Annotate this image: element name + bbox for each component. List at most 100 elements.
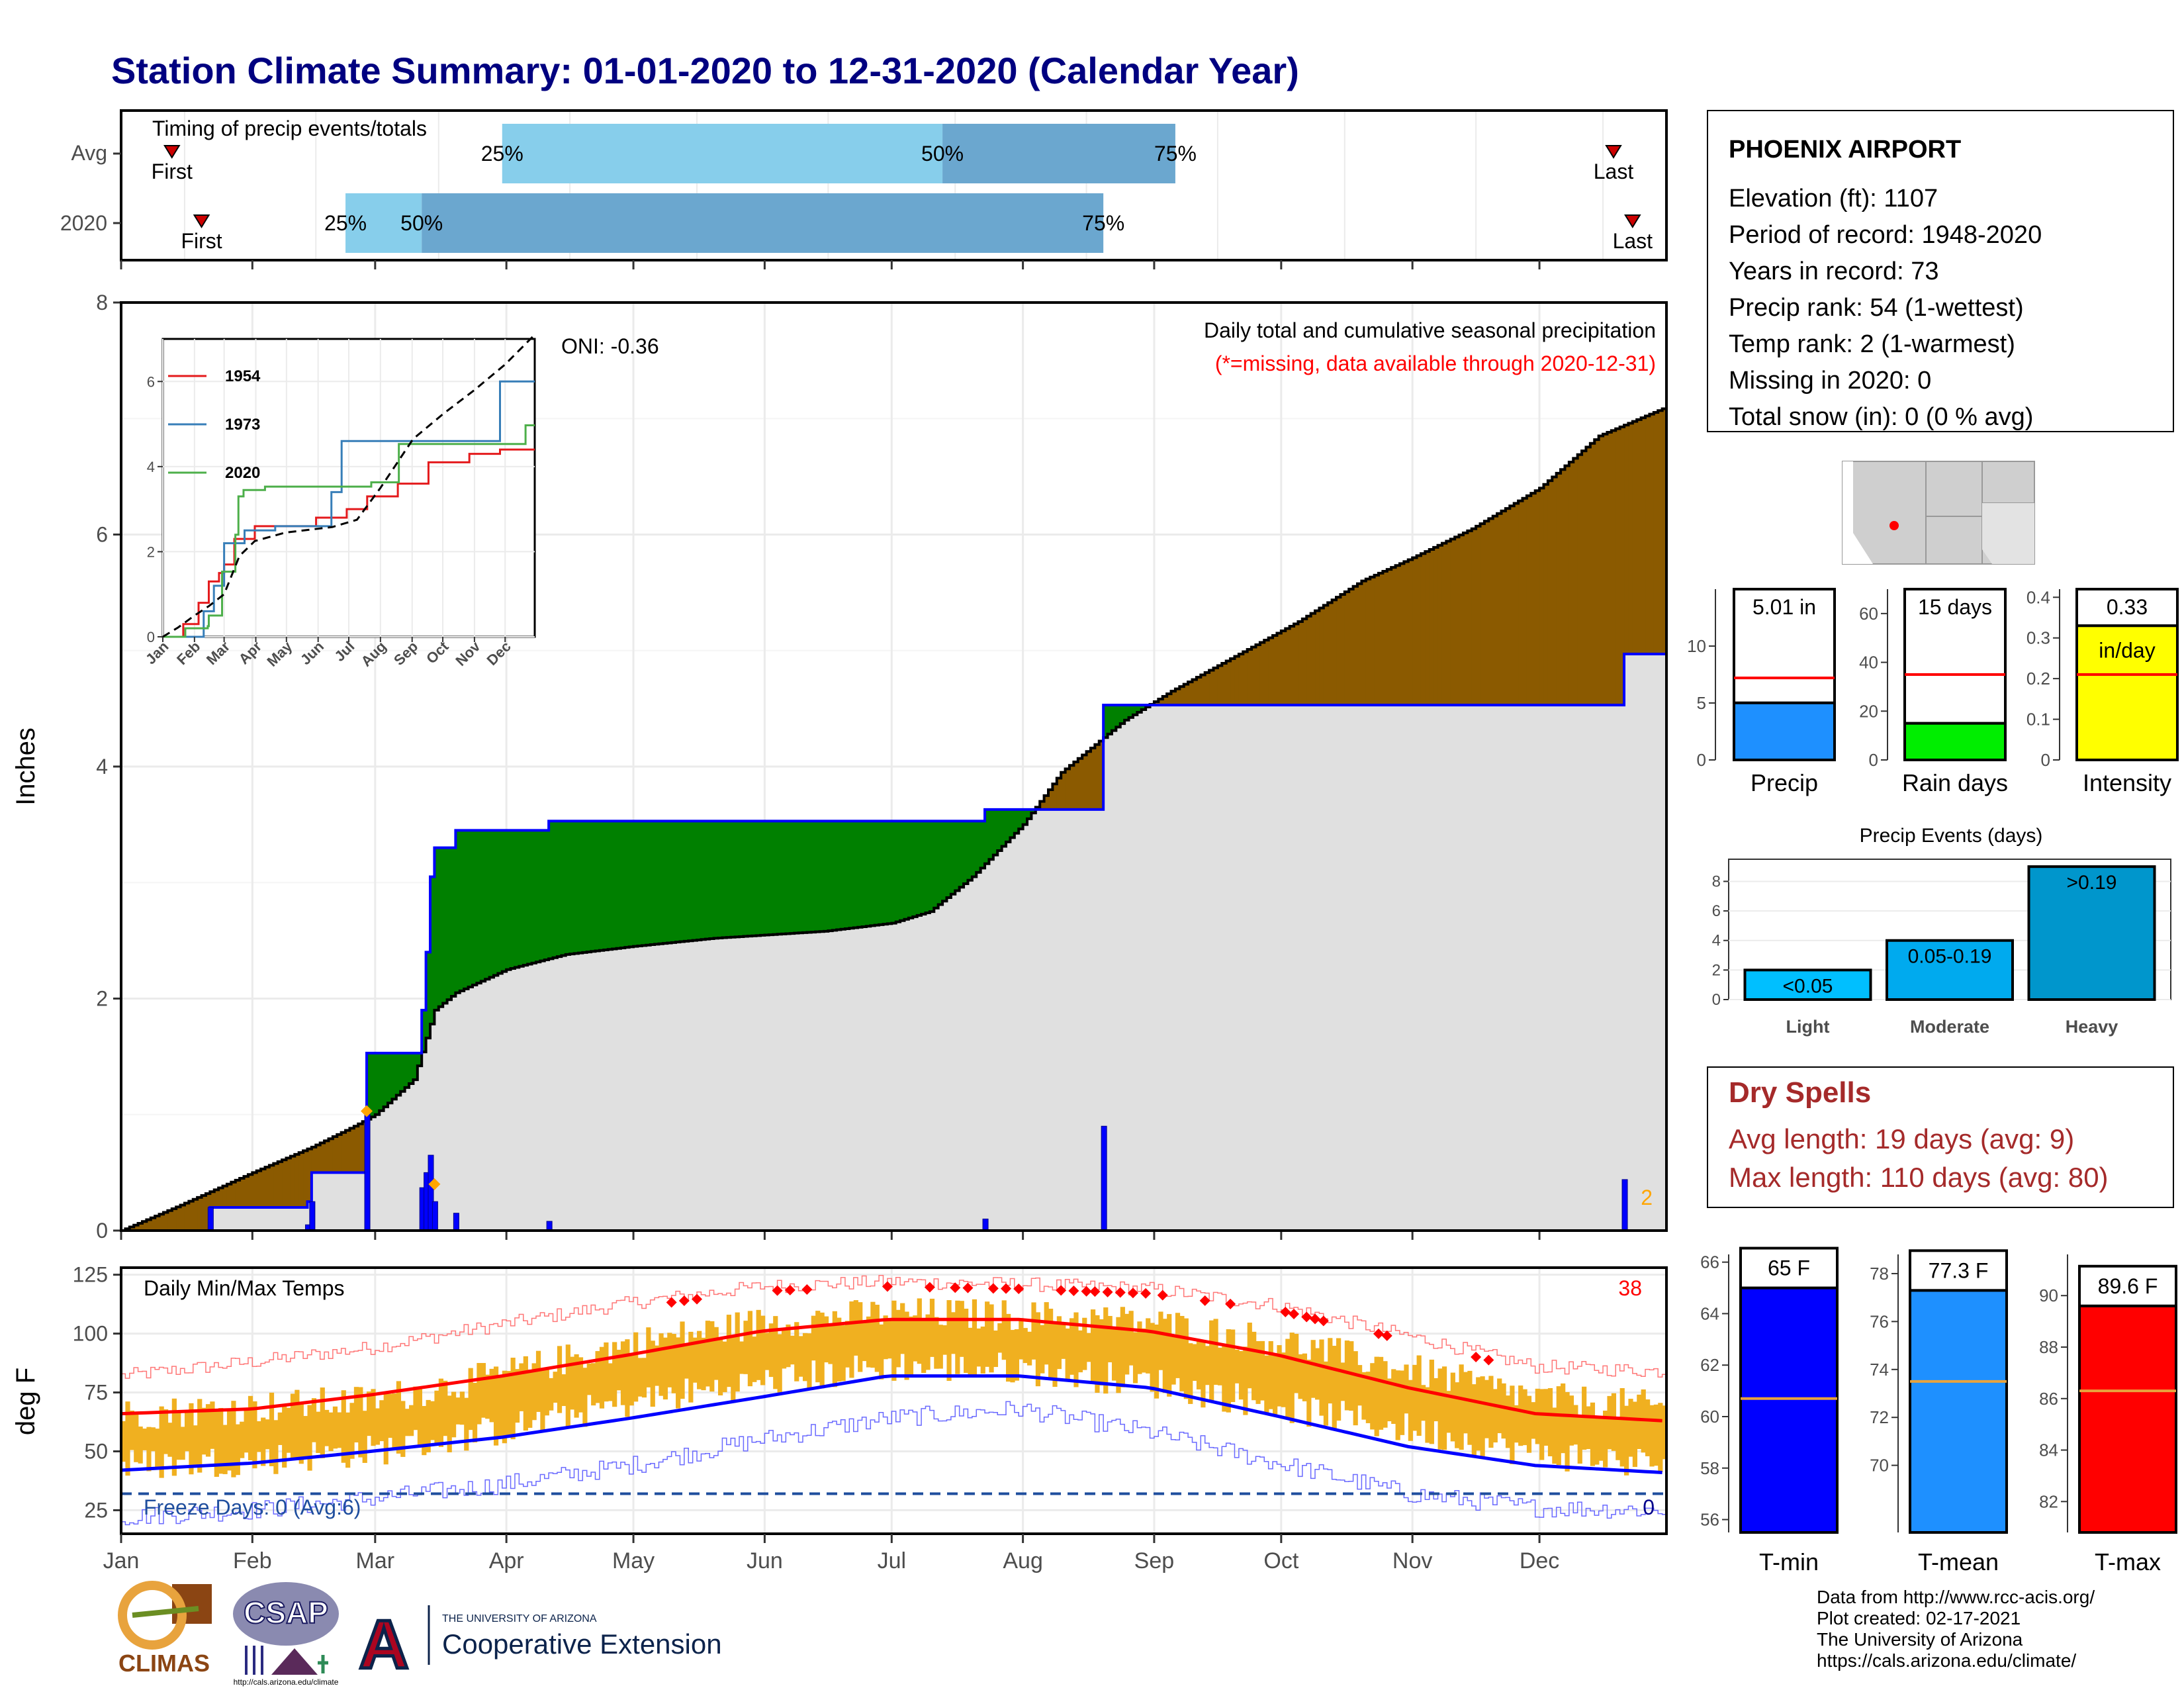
gauge-ytick-label: 0 [2041, 750, 2050, 770]
daily-temp-bar [409, 1405, 414, 1436]
inset-series-line [163, 424, 535, 638]
below-average-fill [1132, 705, 1138, 715]
average-base-fill [1052, 809, 1058, 1231]
daily-temp-bar [129, 1410, 134, 1450]
above-average-fill [1201, 675, 1206, 706]
below-average-fill [1111, 705, 1116, 731]
average-base-fill [1132, 714, 1138, 1231]
precip-ytick-label: 4 [96, 755, 108, 778]
tmean-gauge: 70 72 74 76 78 77.3 F T-mean [1870, 1249, 2008, 1575]
daily-temp-bar [193, 1425, 198, 1468]
daily-temp-bar [426, 1399, 431, 1453]
station-info-line: Total snow (in): 0 (0 % avg) [1729, 403, 2033, 431]
daily-temp-bar [549, 1378, 554, 1411]
daily-temp-bar [1353, 1351, 1358, 1426]
daily-temp-bar [976, 1328, 981, 1367]
average-base-fill [807, 932, 812, 1231]
daily-temp-bar [731, 1336, 736, 1403]
above-average-fill [1344, 591, 1349, 706]
gauge-ytick-label: 0.1 [2026, 710, 2050, 729]
below-average-fill [671, 821, 676, 943]
record-high-marker [1318, 1315, 1329, 1327]
record-high-marker [692, 1293, 703, 1305]
average-base-fill [968, 880, 973, 1231]
average-base-fill [1615, 705, 1621, 1231]
average-base-fill [1404, 705, 1409, 1231]
daily-temp-bar [1188, 1343, 1193, 1404]
average-base-fill [1518, 705, 1524, 1231]
daily-temp-bar [1425, 1387, 1430, 1443]
daily-temp-bar [171, 1398, 177, 1476]
daily-temp-bar [1662, 1405, 1667, 1460]
ua-logo: A THE UNIVERSITY OF ARIZONA Cooperative … [357, 1605, 722, 1685]
below-average-fill [680, 821, 685, 942]
average-base-fill [527, 964, 533, 1231]
missing-data-marker [361, 1105, 373, 1117]
daily-temp-bar [138, 1427, 143, 1464]
daily-temp-bar [874, 1305, 880, 1372]
average-base-fill [218, 1207, 224, 1231]
average-base-fill [1315, 705, 1320, 1231]
below-average-fill [510, 830, 516, 969]
average-base-fill [768, 935, 774, 1231]
average-base-fill [1484, 705, 1489, 1231]
above-average-fill [1319, 608, 1324, 706]
average-base-fill [1107, 733, 1113, 1231]
gauge-category-label: Precip [1751, 769, 1818, 796]
average-base-fill [620, 947, 625, 1231]
average-base-fill [1230, 705, 1236, 1231]
events-category-label: Moderate [1910, 1017, 1989, 1037]
above-average-fill [1480, 524, 1485, 706]
events-category-label: Heavy [2066, 1017, 2118, 1037]
daily-temp-bar [997, 1323, 1003, 1353]
precip-gauge: 0 5 10 5.01 in Precip [1687, 588, 1836, 796]
daily-temp-bar [595, 1351, 600, 1403]
daily-temp-bar [1598, 1416, 1604, 1461]
average-base-fill [794, 933, 799, 1231]
above-average-fill [269, 1165, 274, 1207]
average-base-fill [1539, 705, 1545, 1231]
above-average-fill [1238, 654, 1244, 706]
daily-temp-bar [1052, 1323, 1058, 1387]
daily-temp-bar [1031, 1302, 1036, 1360]
daily-temp-bar [1023, 1328, 1028, 1364]
average-base-fill [1429, 705, 1434, 1231]
inset-legend-label: 1954 [225, 367, 261, 385]
record-high-marker [1471, 1351, 1482, 1362]
above-average-fill [1315, 610, 1320, 706]
below-average-fill [752, 821, 757, 936]
average-base-fill [1645, 654, 1651, 1231]
normal-max-line [120, 1317, 1662, 1423]
below-average-fill [976, 821, 981, 872]
average-base-fill [320, 1172, 325, 1231]
record-high-marker [1301, 1311, 1312, 1323]
daily-temp-bar [1273, 1353, 1278, 1415]
average-base-fill [1514, 705, 1519, 1231]
above-average-fill [1450, 539, 1455, 706]
record-high-marker [1068, 1286, 1079, 1297]
below-average-fill [798, 821, 803, 933]
gauge-ytick-label: 0 [1869, 750, 1878, 770]
above-average-fill [1641, 418, 1646, 655]
daily-temp-bar [1175, 1313, 1181, 1378]
below-average-fill [531, 830, 537, 963]
below-average-fill [371, 1053, 376, 1117]
daily-precip-bar [453, 1213, 459, 1231]
daily-temp-bar [451, 1391, 457, 1438]
average-base-fill [1001, 846, 1007, 1231]
daily-temp-bar [1086, 1333, 1091, 1362]
average-base-fill [726, 937, 731, 1231]
gauge-value-label: 5.01 in [1752, 595, 1816, 619]
daily-temp-bar [1255, 1341, 1261, 1404]
below-average-fill [713, 821, 719, 939]
daily-temp-bar [510, 1357, 516, 1440]
average-base-fill [1285, 705, 1291, 1231]
above-average-fill [244, 1176, 249, 1207]
above-average-fill [1340, 594, 1345, 706]
daily-temp-bar [320, 1387, 325, 1458]
precip-ytick-label: 6 [96, 523, 108, 547]
below-average-fill [938, 821, 943, 905]
daily-temp-bar [616, 1350, 621, 1391]
daily-temp-bar [1289, 1333, 1295, 1423]
first-event-label: First [181, 229, 222, 253]
